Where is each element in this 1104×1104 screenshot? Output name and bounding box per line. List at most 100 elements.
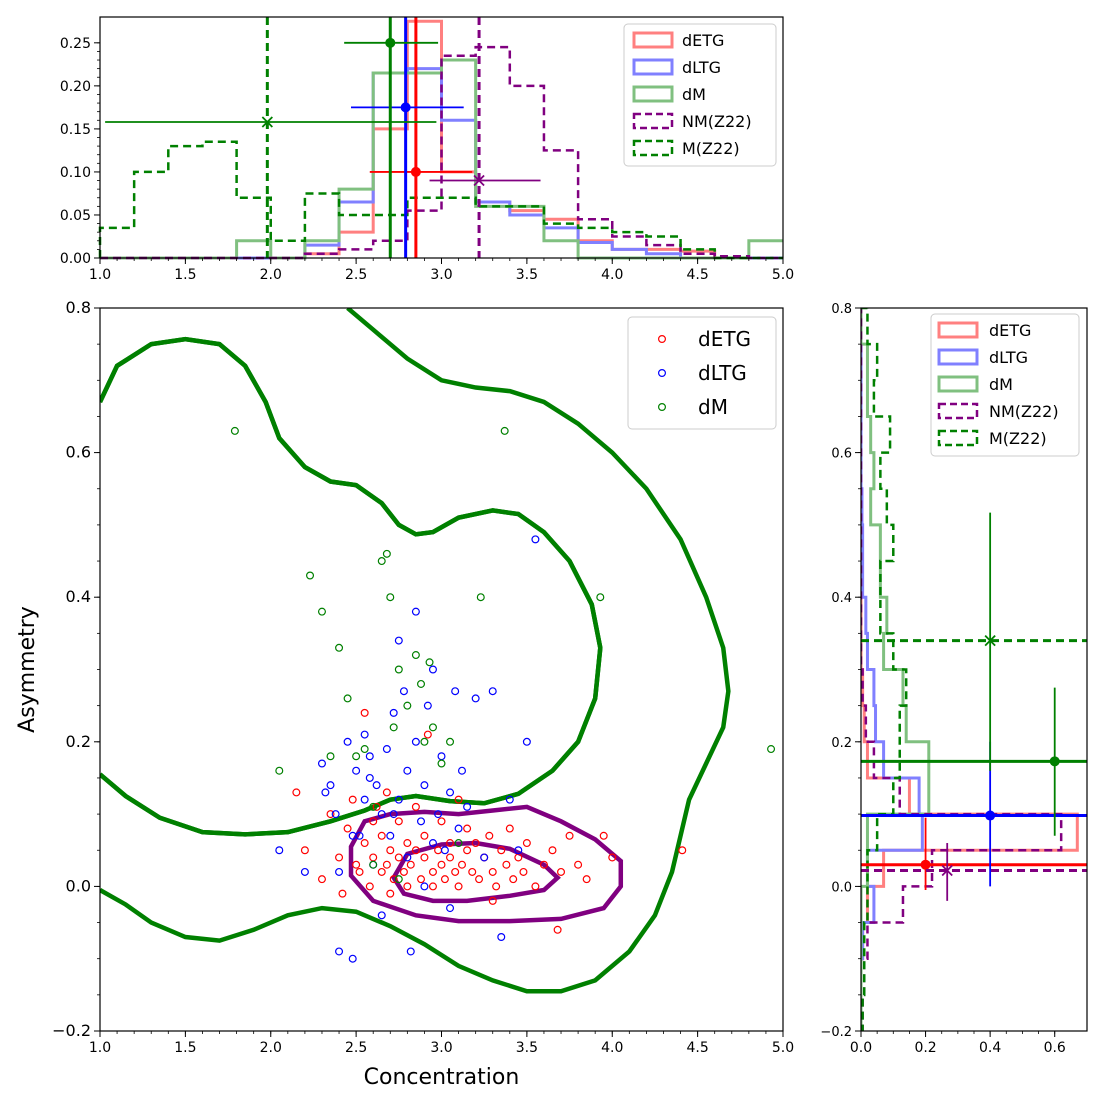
point-detg xyxy=(582,875,591,884)
main-legend-label-dltg: dLTG xyxy=(698,361,747,385)
point-detg xyxy=(338,889,347,898)
point-detg xyxy=(440,875,449,884)
point-detg xyxy=(678,846,687,855)
scatter-panel: 1.0 1.5 2.0 2.5 3.0 3.5 4.0 4.5 5.0 −0.2 0.0 0.2 0.4… xyxy=(15,298,794,1090)
y-axis-label: Asymmetry xyxy=(15,606,40,733)
main-xtick-label: 5.0 xyxy=(772,1040,794,1056)
main-xtick-label: 4.5 xyxy=(686,1040,708,1056)
point-dltg xyxy=(335,867,344,876)
point-dm xyxy=(411,651,420,660)
top-ytick-label: 0.05 xyxy=(60,208,91,224)
point-dltg xyxy=(365,773,374,782)
point-detg xyxy=(519,867,528,876)
point-dltg xyxy=(423,701,432,710)
point-dltg xyxy=(514,846,523,855)
point-dltg xyxy=(497,933,506,942)
point-dltg xyxy=(471,694,480,703)
point-dltg xyxy=(372,781,381,790)
point-dltg xyxy=(480,853,489,862)
right-ytick-label: 0.4 xyxy=(831,591,852,606)
point-detg xyxy=(434,846,443,855)
point-dm xyxy=(382,549,391,558)
point-dltg xyxy=(377,810,386,819)
right-legend-swatch-dm xyxy=(937,375,979,393)
right-ytick-label: 0.0 xyxy=(831,880,852,895)
point-detg xyxy=(428,867,437,876)
point-dltg xyxy=(275,846,284,855)
point-dm xyxy=(428,723,437,732)
right-median-marker-m-z22 xyxy=(984,634,996,647)
point-dm xyxy=(377,557,386,566)
point-detg xyxy=(497,846,506,855)
main-xtick-label: 2.5 xyxy=(345,1040,367,1056)
point-detg xyxy=(348,795,357,804)
main-ytick-label: 0.4 xyxy=(66,587,91,606)
point-detg xyxy=(399,867,408,876)
main-ytick-label: 0.2 xyxy=(66,732,91,751)
point-detg xyxy=(352,860,361,869)
point-dltg xyxy=(454,824,463,833)
top-legend-swatch-detg xyxy=(632,31,674,49)
point-dltg xyxy=(451,687,460,696)
main-legend-label-dm: dM xyxy=(698,395,728,419)
point-dm xyxy=(317,607,326,616)
point-dltg xyxy=(321,788,330,797)
point-detg xyxy=(386,889,395,898)
top-median-marker-m-z22 xyxy=(261,116,273,128)
point-detg xyxy=(509,875,518,884)
main-legend-label-detg: dETG xyxy=(698,327,751,351)
point-dltg xyxy=(457,766,466,775)
point-dltg xyxy=(343,737,352,746)
point-dltg xyxy=(317,759,326,768)
point-detg xyxy=(531,882,540,891)
point-dltg xyxy=(348,954,357,963)
right-legend-swatch-detg xyxy=(937,321,979,339)
point-dltg xyxy=(377,911,386,920)
point-dltg xyxy=(411,607,420,616)
main-xtick-label: 4.0 xyxy=(601,1040,623,1056)
top-ytick-label: 0.25 xyxy=(60,36,91,52)
top-hist-nm-z22 xyxy=(100,45,783,260)
top-xtick-label: 3.5 xyxy=(516,267,538,283)
point-dm xyxy=(425,658,434,667)
point-detg xyxy=(365,882,374,891)
right-median-marker-detg xyxy=(920,859,931,870)
right-ytick-label: −0.2 xyxy=(820,1025,852,1040)
point-dm xyxy=(343,694,352,703)
point-detg xyxy=(557,867,566,876)
point-detg xyxy=(403,882,412,891)
point-detg xyxy=(411,846,420,855)
point-detg xyxy=(488,896,497,905)
point-detg xyxy=(437,860,446,869)
right-xtick-label: 0.4 xyxy=(979,1040,1001,1056)
top-xtick-label: 5.0 xyxy=(772,267,794,283)
main-ytick-label: 0.0 xyxy=(66,876,91,895)
point-dltg xyxy=(394,636,403,645)
point-detg xyxy=(372,802,381,811)
point-dltg xyxy=(463,802,472,811)
point-dltg xyxy=(326,781,335,790)
point-detg xyxy=(394,853,403,862)
right-ytick-label: 0.6 xyxy=(831,447,852,462)
top-legend-label-m-z22: M(Z22) xyxy=(682,139,740,158)
point-dm xyxy=(386,593,395,602)
main-xtick-label: 2.0 xyxy=(260,1040,282,1056)
point-detg xyxy=(428,882,437,891)
right-legend-label-dm: dM xyxy=(989,375,1013,394)
right-ytick-label: 0.8 xyxy=(831,302,852,317)
top-legend-swatch-m-z22 xyxy=(632,139,674,157)
point-dltg xyxy=(360,795,369,804)
point-detg xyxy=(317,875,326,884)
main-xtick-label: 1.5 xyxy=(174,1040,196,1056)
main-xtick-label: 3.0 xyxy=(430,1040,452,1056)
point-detg xyxy=(454,795,463,804)
point-detg xyxy=(360,708,369,717)
point-dltg xyxy=(406,947,415,956)
point-detg xyxy=(485,831,494,840)
point-dm xyxy=(306,571,315,580)
point-dm xyxy=(369,802,378,811)
point-dm xyxy=(767,745,776,754)
point-dltg xyxy=(300,867,309,876)
main-ytick-label: −0.2 xyxy=(52,1021,91,1040)
